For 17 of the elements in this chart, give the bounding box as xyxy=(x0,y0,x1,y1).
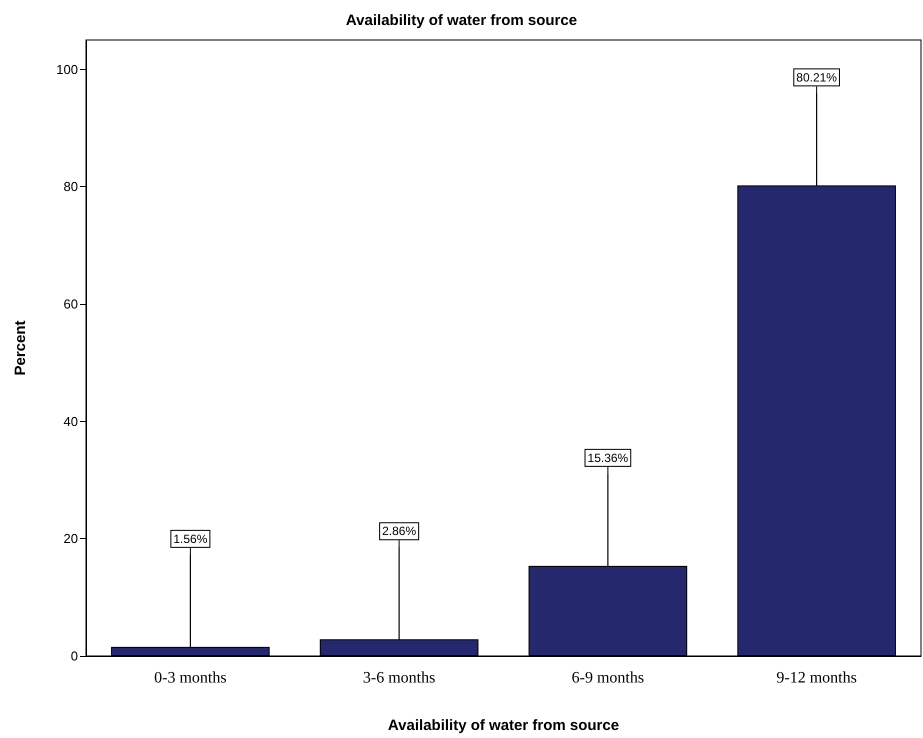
y-tick-label: 40 xyxy=(64,414,78,429)
x-axis-title: Availability of water from source xyxy=(388,717,620,734)
chart-title: Availability of water from source xyxy=(346,12,578,29)
data-label: 1.56% xyxy=(173,532,208,546)
x-tick-label: 6-9 months xyxy=(572,670,644,686)
data-label: 15.36% xyxy=(588,450,629,465)
y-tick-label: 0 xyxy=(70,648,78,664)
x-tick-label: 9-12 months xyxy=(776,670,857,686)
y-axis-title: Percent xyxy=(12,320,29,376)
y-tick-label: 80 xyxy=(64,179,78,194)
y-tick-label: 60 xyxy=(64,296,78,312)
y-tick-label: 100 xyxy=(56,62,78,77)
y-tick-label: 20 xyxy=(64,531,78,546)
data-label: 2.86% xyxy=(382,524,416,538)
x-tick-label: 0-3 months xyxy=(154,670,227,686)
data-label: 80.21% xyxy=(796,70,838,84)
x-tick-label: 3-6 months xyxy=(362,670,436,686)
